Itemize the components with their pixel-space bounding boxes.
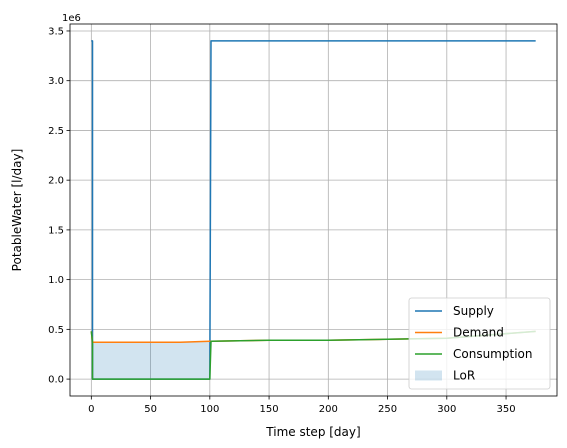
x-axis-label: Time step [day] bbox=[265, 425, 360, 439]
x-tick-label: 150 bbox=[260, 404, 279, 415]
x-tick-label: 300 bbox=[437, 404, 456, 415]
legend-label-supply: Supply bbox=[453, 304, 494, 318]
x-tick-label: 350 bbox=[497, 404, 516, 415]
x-tick-label: 50 bbox=[144, 404, 157, 415]
legend: Supply Demand Consumption LoR bbox=[408, 297, 551, 390]
plot-frame bbox=[69, 23, 558, 397]
grid-lines bbox=[70, 24, 557, 396]
y-axis-label: PotableWater [l/day] bbox=[10, 149, 24, 272]
y-tick-label: 2.0 bbox=[48, 176, 64, 187]
y-tick-label: 1.5 bbox=[48, 225, 64, 236]
x-tick-label: 200 bbox=[319, 404, 338, 415]
y-tick-label: 1.0 bbox=[48, 275, 64, 286]
y-tick-label: 0.5 bbox=[48, 325, 64, 336]
y-tick-label: 0.0 bbox=[48, 375, 64, 386]
legend-swatch-lor bbox=[415, 370, 442, 381]
legend-box bbox=[408, 297, 551, 390]
x-axis-ticks: 0 50 100 150 200 250 300 350 bbox=[88, 396, 516, 415]
y-tick-label: 3.0 bbox=[48, 76, 64, 87]
x-tick-label: 100 bbox=[200, 404, 219, 415]
y-axis-ticks: 0.0 0.5 1.0 1.5 2.0 2.5 3.0 3.5 bbox=[48, 26, 70, 386]
legend-label-consumption: Consumption bbox=[453, 347, 532, 361]
x-tick-label: 0 bbox=[88, 404, 94, 415]
x-tick-label: 250 bbox=[378, 404, 397, 415]
y-tick-label: 3.5 bbox=[48, 26, 64, 37]
y-tick-label: 2.5 bbox=[48, 126, 64, 137]
lor-area bbox=[92, 341, 210, 380]
legend-label-lor: LoR bbox=[453, 369, 475, 383]
area-layer bbox=[92, 341, 210, 380]
legend-label-demand: Demand bbox=[453, 326, 504, 340]
y-axis-offset-label: 1e6 bbox=[62, 13, 81, 24]
